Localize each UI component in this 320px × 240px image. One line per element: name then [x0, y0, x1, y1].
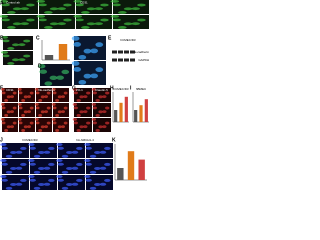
micrograph [0, 36, 33, 50]
micrograph [51, 103, 69, 117]
panel-letter: H [110, 85, 114, 91]
panel-letter: D [38, 63, 42, 69]
micrograph [36, 0, 75, 14]
micrograph [17, 88, 35, 102]
panel-letter: E [108, 35, 112, 41]
micrograph [37, 63, 72, 86]
micrograph [0, 118, 18, 132]
micrograph [0, 103, 18, 117]
micrograph [73, 15, 112, 29]
bar [119, 102, 123, 122]
micrograph [34, 88, 52, 102]
image-label: Control ab [6, 0, 20, 4]
micrograph [56, 159, 85, 174]
figure: Control ab CD31 hCMEC/D3 VE-cadherin GAP… [0, 0, 149, 190]
micrograph [0, 0, 38, 14]
micrograph [28, 143, 57, 158]
blot-title: hCMEC/D3 [120, 38, 136, 42]
blot-band [118, 58, 123, 62]
bar [139, 105, 143, 122]
micrograph [56, 143, 85, 158]
micrograph [36, 15, 75, 29]
panel-letter: I [130, 85, 132, 91]
micrograph [51, 88, 69, 102]
micrograph [84, 159, 113, 174]
image-label: Claudin-5 [95, 88, 108, 92]
blot-band [124, 58, 129, 62]
micrograph [72, 88, 92, 102]
micrograph [0, 88, 18, 102]
image-label: CD31 [6, 88, 14, 92]
image-label: CD31 [80, 0, 88, 4]
bar [138, 159, 145, 180]
blot-label: VE-cadherin [132, 50, 149, 54]
panel-letter: C [36, 35, 40, 41]
panel-letter: J [0, 137, 3, 143]
image-label: hCMEC/D3 [22, 138, 38, 142]
micrograph [34, 103, 52, 117]
micrograph [84, 175, 113, 190]
micrograph [28, 175, 57, 190]
micrograph [84, 143, 113, 158]
bar [134, 110, 138, 122]
chart-title: hCMEC/D3 [113, 87, 129, 91]
micrograph [17, 118, 35, 132]
micrograph [72, 103, 92, 117]
blot-band [112, 58, 117, 62]
blot-band [130, 58, 135, 62]
bar [117, 168, 124, 180]
micrograph [110, 0, 149, 14]
micrograph [73, 0, 112, 14]
chart-title: hBMEC [136, 87, 147, 91]
image-label: ZO-1 [76, 88, 83, 92]
micrograph [0, 15, 38, 29]
micrograph [28, 159, 57, 174]
micrograph [72, 118, 92, 132]
micrograph [91, 103, 111, 117]
panel-letter: B [0, 35, 4, 41]
blot-band [130, 50, 135, 54]
blot-band [124, 50, 129, 54]
panel-letter: G [72, 85, 76, 91]
micrograph [0, 51, 33, 65]
micrograph [56, 175, 85, 190]
micrograph [91, 118, 111, 132]
micrograph [0, 143, 29, 158]
panel-letter: K [112, 137, 116, 143]
panel-letter: F [0, 85, 3, 91]
micrograph [0, 175, 29, 190]
image-label: VE-cadherin [38, 88, 55, 92]
micrograph [34, 118, 52, 132]
blot-label: GAPDH [138, 58, 149, 62]
image-label: hA-hMCH1-4 [76, 138, 94, 142]
micrograph [17, 103, 35, 117]
bar [144, 99, 148, 122]
bar [44, 55, 54, 60]
bar [58, 44, 68, 60]
blot-band [112, 50, 117, 54]
micrograph [91, 88, 111, 102]
micrograph [110, 15, 149, 29]
bar [114, 110, 118, 122]
bar [127, 151, 135, 180]
bar [124, 96, 128, 122]
micrograph [71, 61, 106, 85]
micrograph [0, 159, 29, 174]
panel-letter: A [0, 0, 4, 6]
blot-band [118, 50, 123, 54]
micrograph [71, 36, 106, 60]
micrograph [51, 118, 69, 132]
